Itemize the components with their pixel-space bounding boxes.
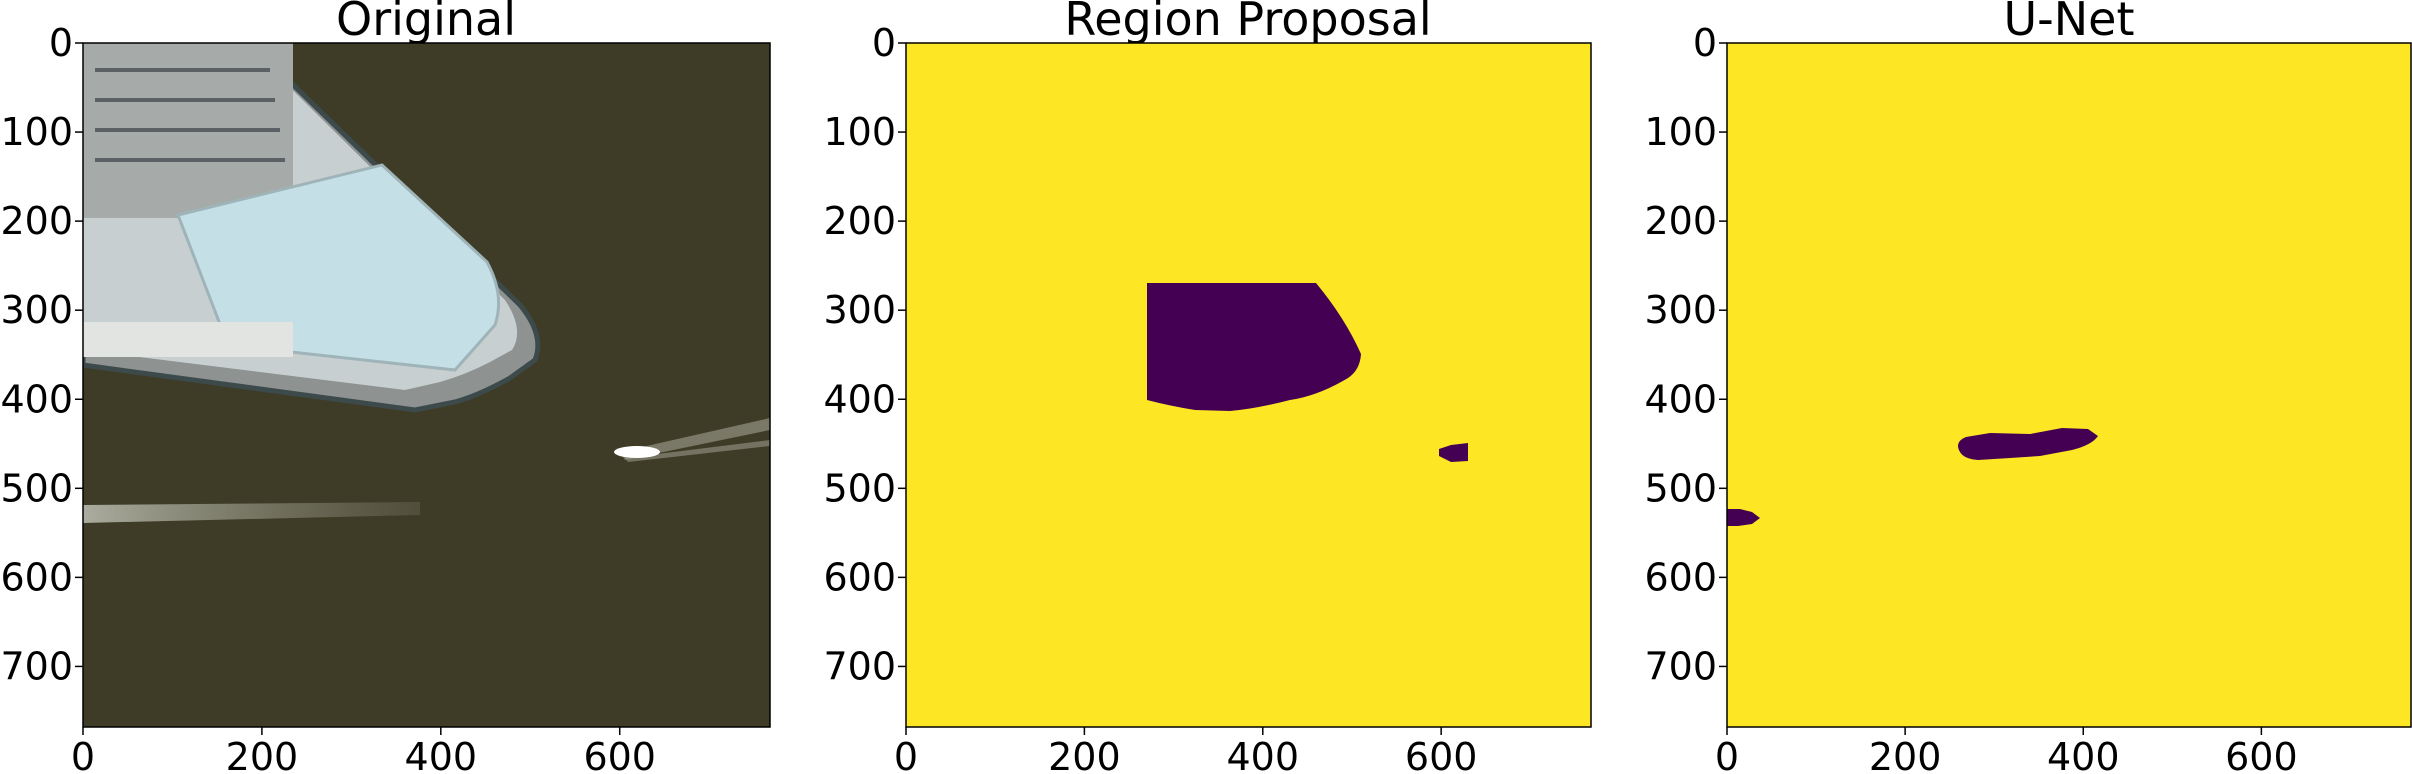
y-tick-label: 0 <box>1693 21 1717 65</box>
x-tick-label: 400 <box>2047 735 2120 774</box>
y-tick-label: 100 <box>1644 110 1717 154</box>
unet-mask <box>1727 43 2411 727</box>
x-tick-label: 200 <box>226 735 299 774</box>
panel-original: Original 0 200 400 60 <box>0 0 771 774</box>
y-tick-label: 500 <box>0 466 73 510</box>
y-tick-label: 300 <box>0 288 73 332</box>
y-tick-label: 0 <box>872 21 896 65</box>
mask-background <box>1727 43 2411 727</box>
y-tick-label: 700 <box>0 644 73 688</box>
y-tick-label: 100 <box>823 110 896 154</box>
y-axis: 0 100 200 300 400 500 600 700 <box>1644 21 1727 688</box>
breakwater <box>83 322 293 357</box>
x-axis: 0 200 400 600 <box>894 727 1478 774</box>
y-tick-label: 500 <box>1644 466 1717 510</box>
y-tick-label: 500 <box>823 466 896 510</box>
y-tick-label: 700 <box>1644 644 1717 688</box>
y-axis: 0 100 200 300 400 500 600 700 <box>823 21 906 688</box>
y-tick-label: 300 <box>823 288 896 332</box>
axes-frame <box>82 42 771 728</box>
x-tick-label: 0 <box>894 735 918 774</box>
y-tick-label: 600 <box>0 555 73 599</box>
x-axis: 0 200 400 600 <box>71 727 656 774</box>
y-tick-label: 200 <box>0 199 73 243</box>
y-tick-label: 600 <box>823 555 896 599</box>
warehouse-roof <box>175 163 501 372</box>
y-tick-label: 200 <box>823 199 896 243</box>
boat <box>614 446 660 458</box>
y-tick-label: 200 <box>1644 199 1717 243</box>
mask-region-boat <box>1958 428 2098 460</box>
x-tick-label: 200 <box>1048 735 1121 774</box>
x-tick-label: 0 <box>1715 735 1739 774</box>
x-tick-label: 200 <box>1869 735 1942 774</box>
panel-title-region-proposal: Region Proposal <box>1064 0 1431 46</box>
y-tick-label: 0 <box>49 21 73 65</box>
y-tick-label: 600 <box>1644 555 1717 599</box>
y-tick-label: 400 <box>0 377 73 421</box>
axes-frame <box>1726 42 2412 728</box>
x-tick-label: 400 <box>1227 735 1300 774</box>
panel-region-proposal: Region Proposal 0 200 400 600 0 100 200 300 400… <box>823 0 1592 774</box>
x-axis: 0 200 400 600 <box>1715 727 2298 774</box>
x-tick-label: 400 <box>405 735 478 774</box>
parking-rows <box>95 68 285 162</box>
panel-title-original: Original <box>336 0 516 46</box>
axes-frame <box>905 42 1592 728</box>
y-tick-label: 100 <box>0 110 73 154</box>
panel-title-unet: U-Net <box>2003 0 2134 46</box>
satellite-image <box>83 43 770 727</box>
region-proposal-mask <box>906 43 1591 727</box>
x-tick-label: 600 <box>2225 735 2298 774</box>
x-tick-label: 600 <box>1405 735 1478 774</box>
y-tick-label: 400 <box>823 377 896 421</box>
x-tick-label: 0 <box>71 735 95 774</box>
y-tick-label: 400 <box>1644 377 1717 421</box>
mask-region-pier <box>1147 283 1361 411</box>
y-tick-label: 300 <box>1644 288 1717 332</box>
mask-region-wake <box>1727 509 1760 526</box>
panel-unet: U-Net 0 200 400 600 0 100 200 300 400 500 600 700 <box>1644 0 2412 774</box>
y-axis: 0 100 200 300 400 500 600 700 <box>0 21 83 688</box>
x-tick-label: 600 <box>583 735 656 774</box>
wake-trail-left <box>83 502 420 523</box>
mask-region-boat <box>1439 443 1468 462</box>
y-tick-label: 700 <box>823 644 896 688</box>
